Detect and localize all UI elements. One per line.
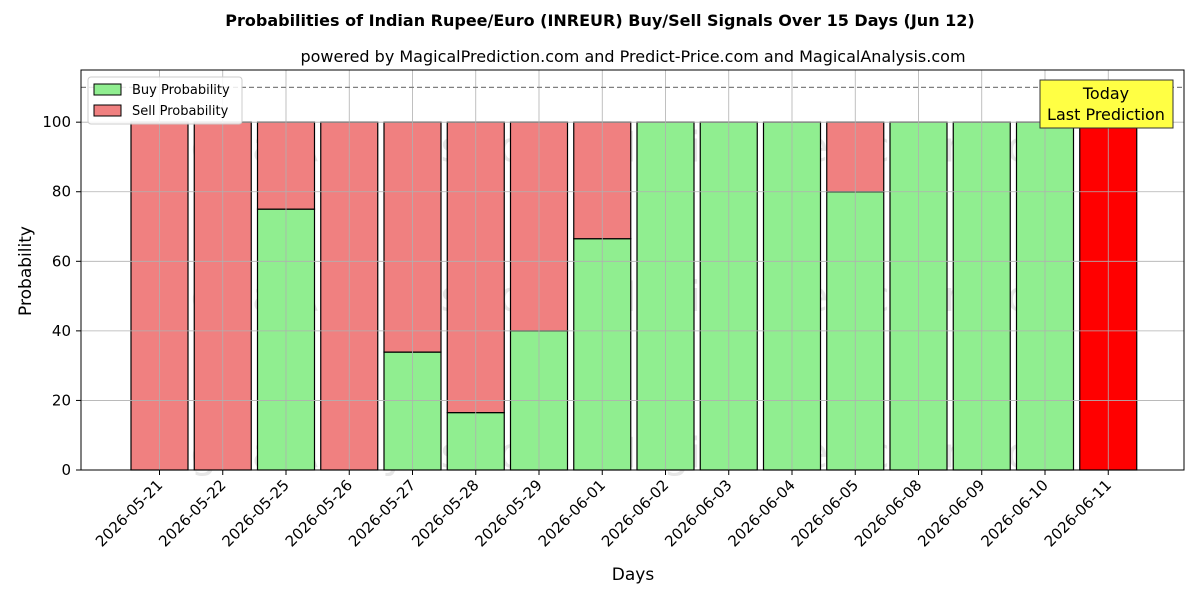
legend-box <box>87 76 243 125</box>
y-tick-label: 0 <box>61 461 71 479</box>
legend-swatch-sell <box>93 104 122 117</box>
x-tick-label: 2026-05-22 <box>155 476 229 550</box>
legend-label-buy: Buy Probability <box>132 83 230 98</box>
x-tick-label: 2026-06-01 <box>535 476 609 550</box>
y-tick-label: 20 <box>52 391 71 409</box>
x-tick-label: 2026-05-29 <box>471 476 545 550</box>
x-tick-label: 2026-06-11 <box>1041 476 1115 550</box>
chart-title: Probabilities of Indian Rupee/Euro (INRE… <box>225 11 974 30</box>
grid-layer <box>81 70 1184 471</box>
y-tick-label: 40 <box>52 322 71 340</box>
y-tick-label: 100 <box>42 113 71 131</box>
y-tick-label: 80 <box>52 183 71 201</box>
x-tick-label: 2026-05-21 <box>92 476 166 550</box>
x-tick-label: 2026-06-08 <box>851 476 925 550</box>
x-tick-label: 2026-05-26 <box>282 476 356 550</box>
x-tick-label: 2026-06-03 <box>661 476 735 550</box>
legend-label-sell: Sell Probability <box>132 104 229 119</box>
x-axis-label: Days <box>612 565 655 585</box>
annotation-line: Today <box>1082 84 1129 103</box>
x-tick-label: 2026-06-02 <box>598 476 672 550</box>
annotation-line: Last Prediction <box>1047 105 1165 124</box>
chart-subtitle: powered by MagicalPrediction.com and Pre… <box>300 47 965 66</box>
annotation-box <box>1039 79 1174 129</box>
today-annotation: Today Last Prediction <box>1039 79 1174 129</box>
y-tick-label: 60 <box>52 252 71 270</box>
y-axis-label: Probability <box>16 226 36 316</box>
x-tick-label: 2026-05-25 <box>218 476 292 550</box>
x-tick-label: 2026-05-27 <box>345 476 419 550</box>
x-tick-label: 2026-06-10 <box>977 476 1051 550</box>
x-tick-label: 2026-06-09 <box>914 476 988 550</box>
x-tick-label: 2026-06-04 <box>724 476 798 550</box>
legend: Buy Probability Sell Probability <box>87 76 243 125</box>
x-tick-label: 2026-05-28 <box>408 476 482 550</box>
plot-frame <box>80 69 1185 471</box>
legend-swatch-buy <box>93 83 122 96</box>
x-tick-label: 2026-06-05 <box>788 476 862 550</box>
